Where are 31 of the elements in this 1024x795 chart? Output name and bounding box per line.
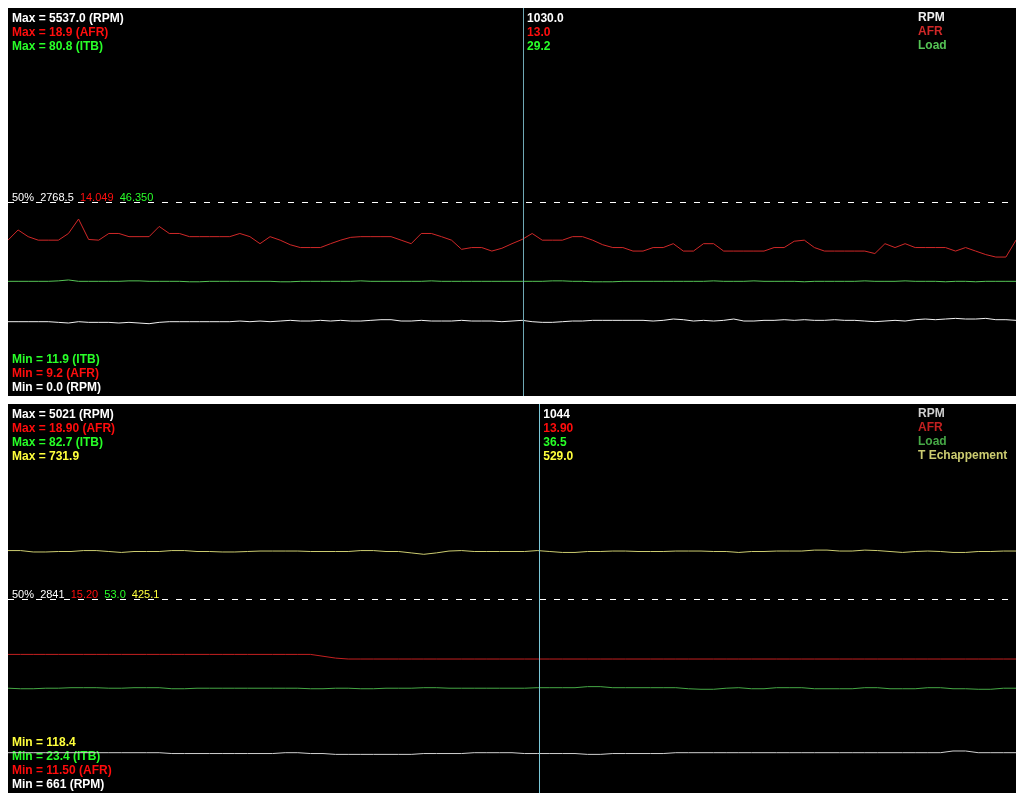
text: Load [918, 38, 947, 52]
text: AFR [918, 24, 943, 38]
y-tick-label: Max = 731.9 [12, 448, 80, 463]
annotation: 13.0 [527, 25, 551, 39]
text: RPM [918, 10, 945, 24]
annotation: 1030.0 [527, 11, 565, 25]
y-tick-label: Min = 0.0 (RPM) [12, 380, 102, 394]
y-tick-label: Max = 5021 (RPM) [12, 407, 114, 422]
annotation: 1044 [543, 407, 571, 421]
y2-tick-label: Min = 11.50 (AFR) [12, 762, 112, 777]
y2-tick-label: Max = 18.9 (AFR) [12, 24, 109, 39]
y-tick-label: Max = 5537.0 (RPM) [12, 11, 124, 25]
y2-tick-label: Min = 9.2 (AFR) [12, 366, 100, 381]
y-tick-label: Min = 661 (RPM) [12, 777, 105, 791]
text: Load [918, 434, 947, 448]
y3-tick-label: Max = 80.8 (ITB) [12, 38, 104, 53]
annotation: 36.5 [543, 435, 567, 449]
ref-line-label: 50% 2841 15.20 53.0 425.1 [12, 588, 160, 601]
y3-tick-label: Max = 82.7 (ITB) [12, 435, 104, 450]
y2-tick-label: Max = 18.90 (AFR) [12, 421, 116, 436]
text: RPM [918, 406, 945, 420]
text: T Echappement [918, 448, 1008, 462]
line-series [8, 218, 1016, 258]
y3-tick-label: Min = 23.4 (ITB) [12, 748, 101, 763]
annotation: 13.90 [543, 421, 574, 435]
ref-line-label: 50% 2768.5 14.049 46.350 [12, 191, 154, 204]
y3-tick-label: Min = 11.9 (ITB) [12, 352, 100, 367]
annotation: 29.2 [527, 39, 551, 53]
annotation: 529.0 [543, 449, 574, 463]
text: AFR [918, 420, 943, 434]
y-tick-label: Min = 118.4 [12, 735, 77, 749]
